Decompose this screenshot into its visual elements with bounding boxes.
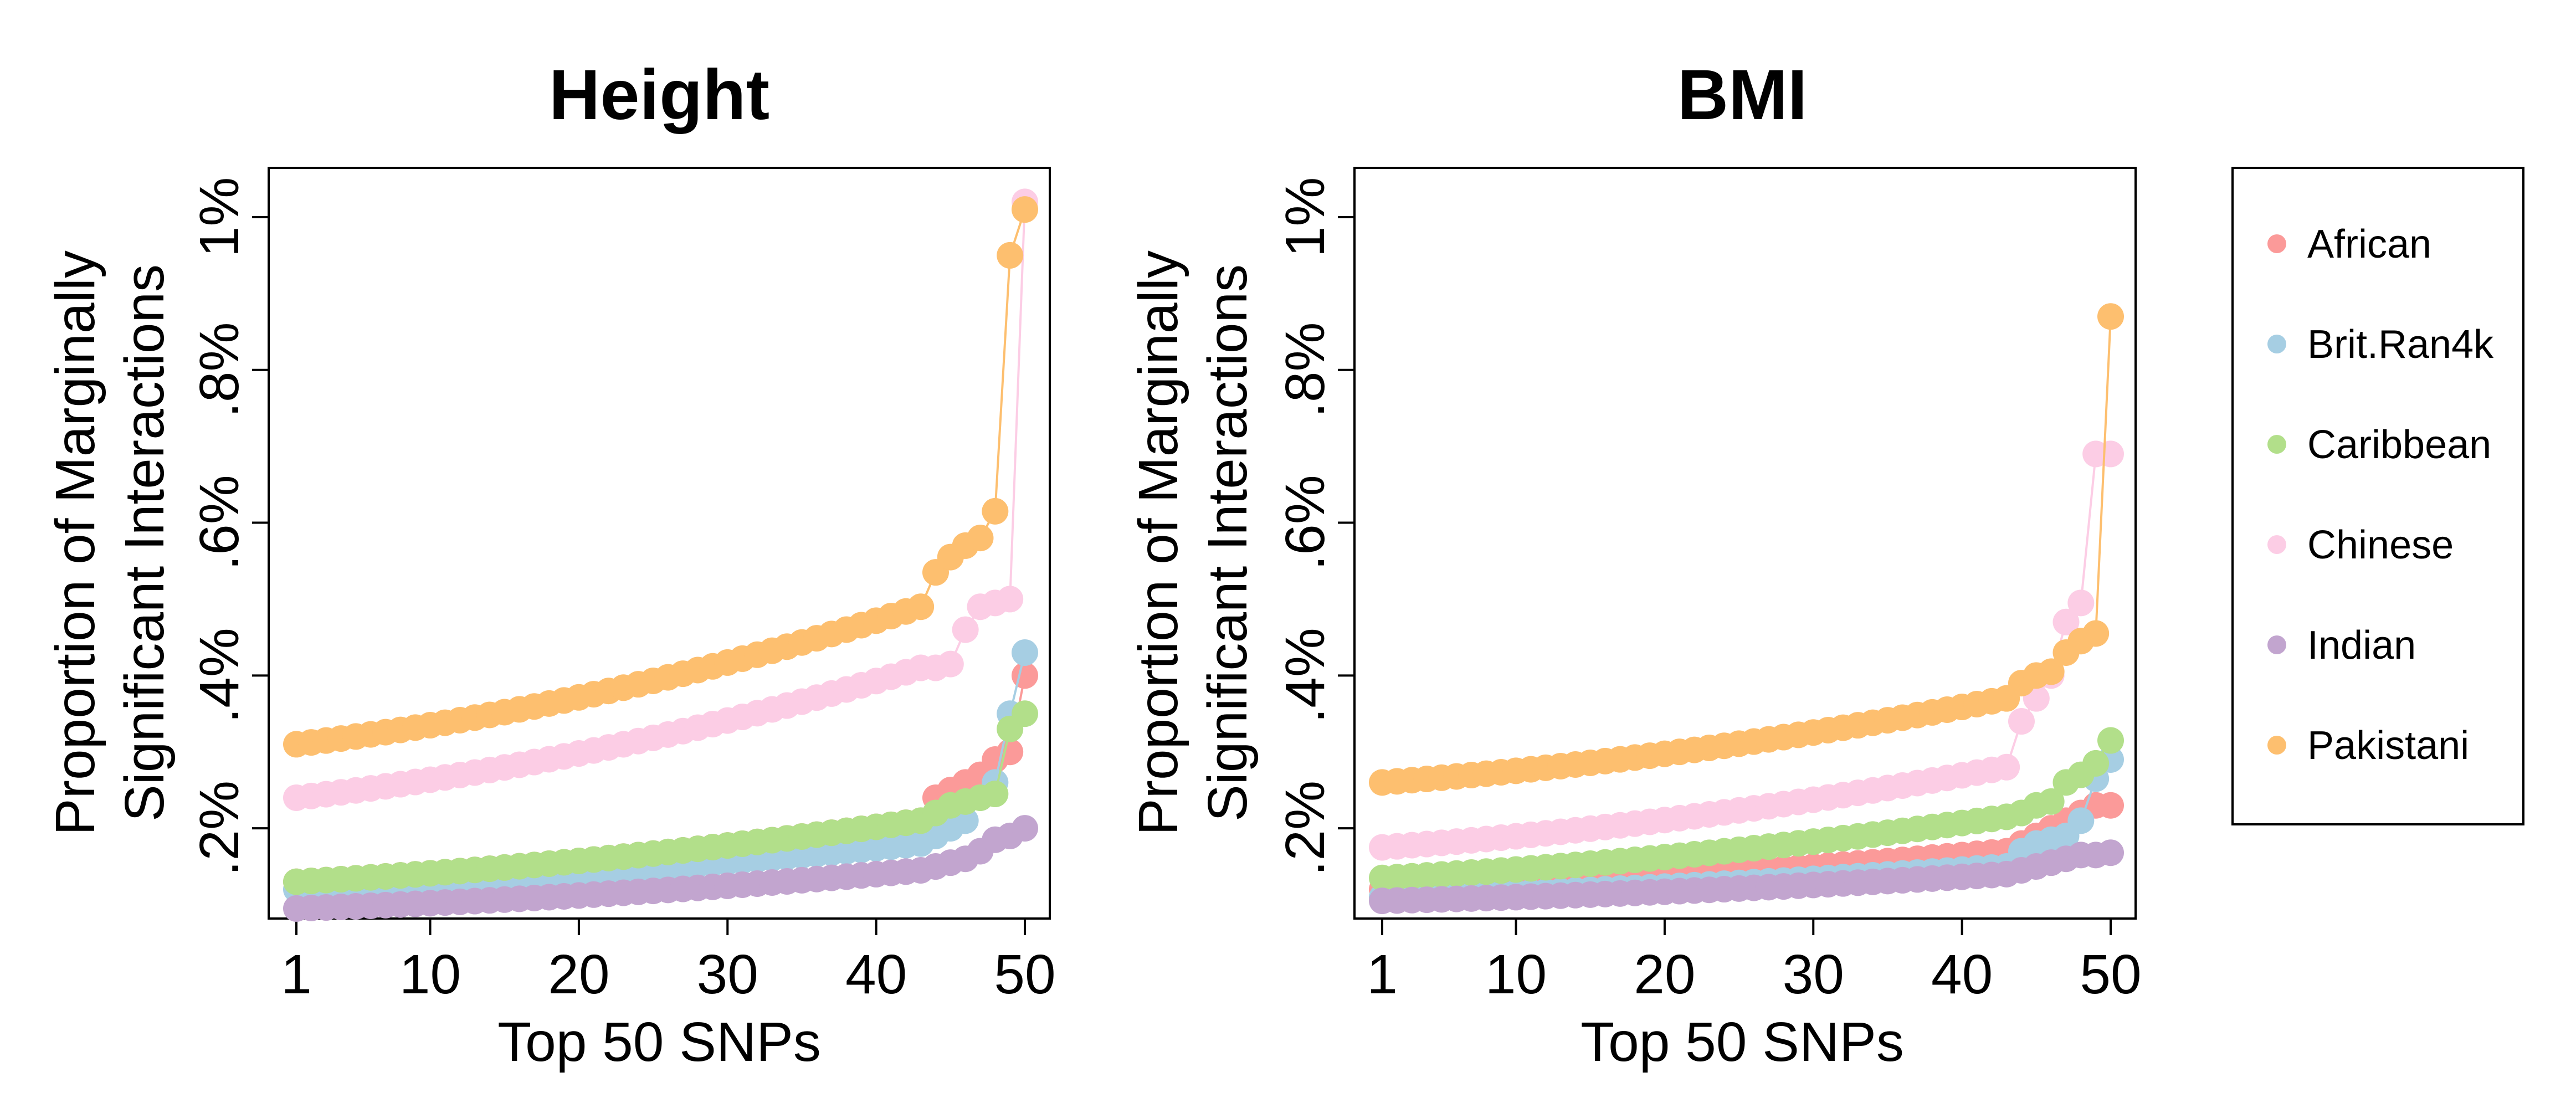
data-point — [2008, 708, 2035, 735]
y-tick-label: .8% — [1274, 322, 1336, 418]
series-line — [296, 202, 1026, 799]
legend-entry: Pakistani — [2307, 724, 2469, 768]
data-point — [2038, 788, 2065, 815]
x-axis-label: Top 50 SNPs — [1581, 1011, 1904, 1073]
y-axis-label-line1: Proportion of Marginally — [1127, 250, 1189, 835]
y-axis: .2% .4% .6% .8% 1% — [1274, 177, 1354, 876]
data-point — [2097, 792, 2124, 819]
y-tick-label: 1% — [1274, 177, 1336, 258]
data-point — [2038, 658, 2065, 685]
legend-entry: African — [2307, 222, 2431, 266]
y-tick-label: .6% — [1274, 475, 1336, 570]
y-tick-label: .6% — [188, 475, 250, 570]
x-tick-label: 30 — [1783, 943, 1844, 1006]
data-point — [1012, 815, 1038, 842]
data-point — [982, 781, 1009, 808]
data-point — [1012, 662, 1038, 689]
y-tick-label: .2% — [188, 781, 250, 876]
x-tick-label: 1 — [1367, 943, 1398, 1006]
y-axis-label-line2: Significant Interactions — [1197, 264, 1259, 822]
y-tick-label: .4% — [188, 628, 250, 723]
x-tick-label: 10 — [1485, 943, 1547, 1006]
data-point — [2052, 608, 2080, 635]
data-point — [1012, 639, 1038, 666]
x-tick-label: 30 — [697, 943, 758, 1006]
y-axis-label-line2: Significant Interactions — [114, 264, 176, 822]
data-point — [1012, 700, 1038, 727]
data-point — [2097, 839, 2124, 866]
y-tick-label: .4% — [1274, 628, 1336, 723]
legend-entry: Brit.Ran4k — [2307, 322, 2494, 367]
y-tick-label: .2% — [1274, 781, 1336, 876]
bmi-panel: BMI 1 10 20 30 40 50 .2% .4% .6% .8% 1% Top 50 SN… — [1127, 55, 2142, 1073]
data-point — [2082, 620, 2110, 647]
legend-entry: Caribbean — [2307, 423, 2491, 467]
data-point — [2097, 303, 2124, 330]
x-tick-label: 50 — [2080, 943, 2141, 1006]
data-point — [937, 650, 964, 678]
x-axis-label: Top 50 SNPs — [497, 1011, 821, 1073]
chart-title: BMI — [1677, 55, 1808, 135]
y-axis: .2% .4% .6% .8% 1% — [188, 177, 269, 876]
data-point — [967, 525, 994, 552]
plot-area — [1369, 303, 2124, 915]
data-point — [997, 586, 1024, 613]
data-point — [907, 593, 935, 620]
x-tick-label: 50 — [994, 943, 1055, 1006]
x-tick-label: 40 — [1931, 943, 1993, 1006]
data-point — [2067, 589, 2095, 617]
plot-frame — [1353, 167, 2137, 920]
y-axis-label-line1: Proportion of Marginally — [44, 250, 106, 835]
legend-swatch — [2267, 535, 2286, 554]
data-point — [2097, 440, 2124, 468]
series-line — [1382, 316, 2112, 784]
series-line — [1382, 453, 2111, 849]
y-tick-label: .8% — [188, 322, 250, 418]
x-axis: 1 10 20 30 40 50 — [1367, 919, 2142, 1006]
x-tick-label: 10 — [399, 943, 461, 1006]
data-point — [1993, 753, 2020, 781]
legend-swatch — [2267, 234, 2286, 253]
x-tick-label: 1 — [281, 943, 312, 1006]
legend-swatch — [2267, 736, 2286, 755]
height-panel: Height 1 10 20 30 40 50 .2% .4% .6% .8% 1% Top 50… — [44, 55, 1056, 1073]
x-tick-label: 20 — [1634, 943, 1695, 1006]
plot-area — [283, 188, 1038, 922]
legend-entry: Indian — [2307, 623, 2416, 668]
legend-swatch — [2267, 335, 2286, 353]
x-tick-label: 20 — [548, 943, 609, 1006]
data-point — [2067, 807, 2095, 834]
legend-entry: Chinese — [2307, 523, 2454, 567]
legend-swatch — [2267, 635, 2286, 654]
data-point — [982, 497, 1009, 525]
y-tick-label: 1% — [188, 177, 250, 258]
plot-frame — [268, 167, 1051, 920]
x-tick-label: 40 — [845, 943, 907, 1006]
data-point — [2082, 750, 2110, 777]
data-point — [952, 616, 979, 643]
data-point — [2097, 727, 2124, 754]
chart-title: Height — [549, 55, 769, 135]
x-axis: 1 10 20 30 40 50 — [281, 919, 1056, 1006]
legend: African Brit.Ran4k Caribbean Chinese Indian P… — [2231, 167, 2524, 825]
legend-swatch — [2267, 435, 2286, 454]
data-point — [997, 242, 1024, 269]
legend-frame — [2231, 167, 2524, 825]
data-point — [1012, 196, 1038, 223]
